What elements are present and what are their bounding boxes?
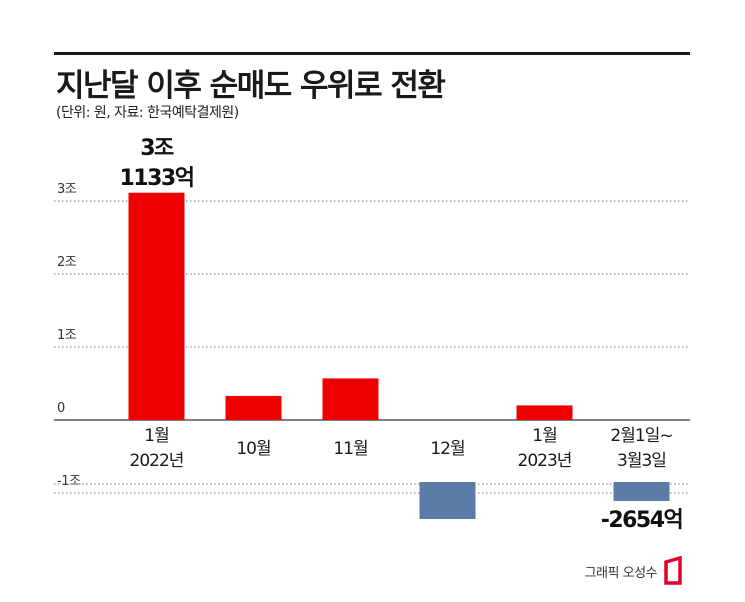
y-tick-label: 2조 [57,255,77,270]
x-tick-label: 1월 [532,426,556,446]
bar [128,192,185,420]
top-rule [54,52,690,55]
x-tick-label: 11월 [333,439,367,459]
page-subtitle: (단위: 원, 자료: 한국예탁결제원) [56,105,239,121]
x-tick-label: 2022년 [130,451,184,471]
data-label: 1133억 [120,166,194,191]
x-tick-label: 2023년 [518,451,572,471]
y-tick-label: -1조 [57,474,81,489]
x-tick-label: 2월1일~ [610,426,672,446]
bar [516,405,573,420]
y-tick-label: 0 [57,401,65,416]
newspaper-logo-icon [664,556,682,585]
x-tick-label: 12월 [430,439,464,459]
bar [613,482,670,501]
credit: 그래픽 오성수 [585,556,687,586]
y-tick-label: 1조 [57,328,77,343]
data-label: -2654억 [601,508,683,533]
bar [225,395,282,420]
page-title: 지난달 이후 순매도 우위로 전환 [56,68,446,104]
x-tick-label: 1월 [144,426,168,446]
y-tick-label: 3조 [57,182,77,197]
data-label: 3조 [140,136,174,161]
x-tick-label: 3월3일 [617,451,666,471]
bar [419,482,476,519]
bar [322,378,379,420]
x-tick-label: 10월 [236,439,270,459]
credit-text: 그래픽 오성수 [584,565,658,581]
